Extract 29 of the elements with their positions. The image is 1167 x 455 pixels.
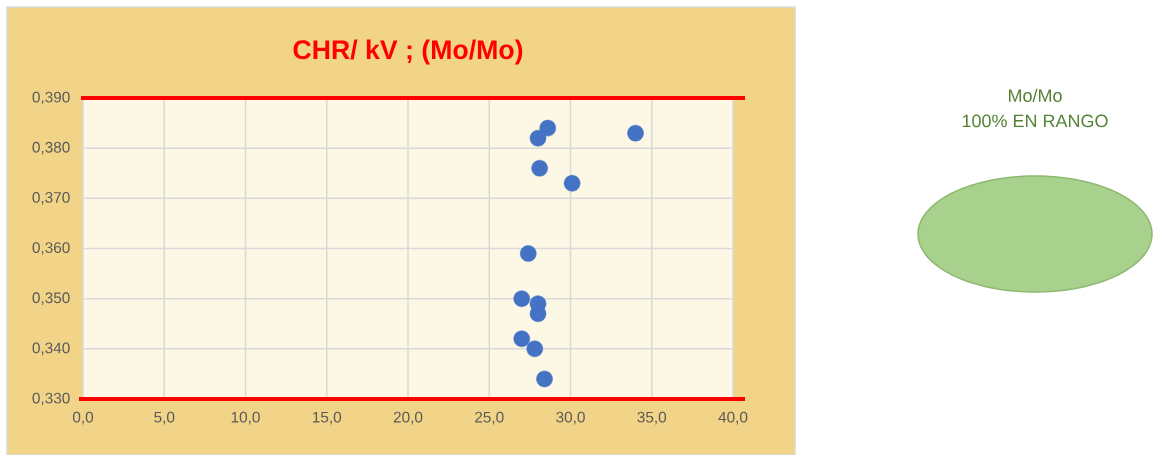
y-tick-label: 0,360 — [32, 242, 70, 255]
x-tick-label: 5,0 — [154, 411, 175, 425]
x-tick-label: 20,0 — [393, 411, 423, 425]
point — [627, 124, 644, 142]
chart-subtitle: 100% EN RANGO — [962, 114, 1108, 128]
point — [536, 370, 553, 388]
point — [526, 340, 544, 358]
y-tick-label: 0,340 — [32, 342, 70, 356]
point — [539, 119, 557, 137]
point — [529, 129, 547, 147]
chart-title: CHR/ kV ; (Mo/Mo) — [293, 39, 523, 65]
point — [513, 330, 531, 348]
y-tick-label: 0,370 — [32, 192, 70, 205]
x-tick-label: 35,0 — [637, 411, 667, 425]
y-tick-label: 0,330 — [32, 392, 70, 406]
x-tick-label: 40,0 — [718, 411, 748, 425]
x-tick-label: 0,0 — [72, 411, 94, 425]
y-tick-label: 0,390 — [32, 91, 70, 105]
y-tick-label: 0,380 — [32, 141, 70, 155]
chart-title: Mo/Mo — [1008, 88, 1062, 102]
point — [563, 175, 581, 192]
x-tick-label: 10,0 — [231, 411, 260, 425]
point — [513, 290, 531, 307]
point — [531, 159, 548, 177]
x-tick-label: 30,0 — [556, 411, 585, 425]
y-tick-label: 0,350 — [32, 292, 70, 306]
x-tick-label: 15,0 — [313, 411, 342, 425]
x-tick-label: 25,0 — [475, 411, 504, 425]
point — [519, 245, 537, 262]
